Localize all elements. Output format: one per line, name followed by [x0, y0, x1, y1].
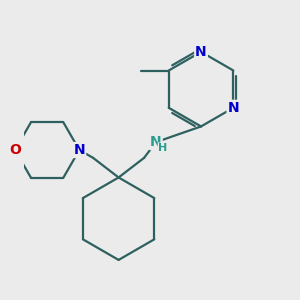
Text: N: N	[227, 101, 239, 115]
Text: N: N	[195, 45, 207, 59]
Text: N: N	[150, 135, 162, 149]
Text: O: O	[9, 143, 21, 157]
Text: H: H	[158, 143, 168, 153]
Text: N: N	[74, 143, 85, 157]
